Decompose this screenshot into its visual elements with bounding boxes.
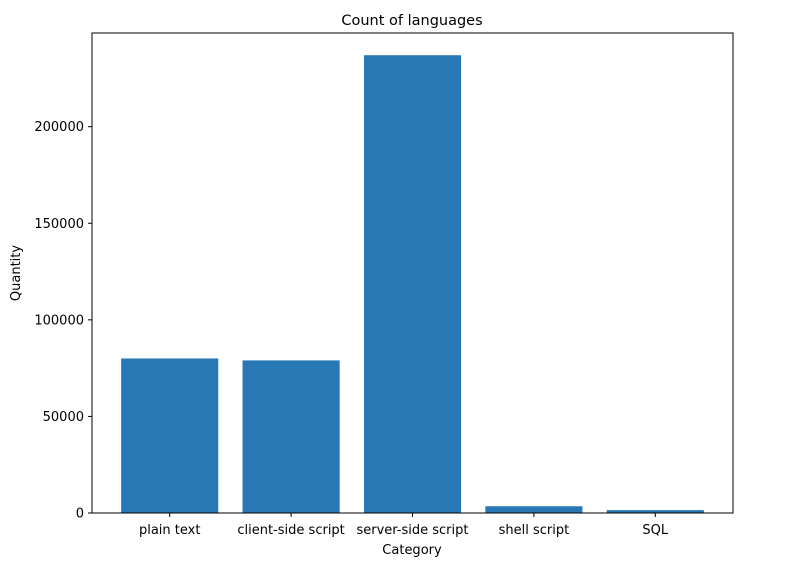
x-ticks-group: plain text client-side script server-side … <box>139 513 669 538</box>
x-tick-label: server-side script <box>356 523 468 538</box>
y-ticks-group: 0 50000 100000 150000 200000 <box>34 120 92 522</box>
y-tick-label: 0 <box>76 507 84 522</box>
plot-frame <box>91 32 734 514</box>
y-tick-label: 50000 <box>43 410 84 425</box>
y-tick-label: 150000 <box>34 217 84 232</box>
y-tick-label: 100000 <box>34 313 84 328</box>
bar-server-side-script <box>363 55 462 514</box>
chart-title: Count of languages <box>341 13 482 29</box>
y-tick-label: 200000 <box>34 120 84 135</box>
x-tick-label: SQL <box>642 523 668 538</box>
x-tick-label: plain text <box>139 523 200 538</box>
bar-plain-text <box>121 358 219 513</box>
x-axis-label: Category <box>382 543 442 558</box>
y-axis-label: Quantity <box>9 245 24 301</box>
x-tick-label: client-side script <box>237 523 344 538</box>
x-tick-label: shell script <box>499 523 570 538</box>
bar-shell-script <box>485 506 583 513</box>
bar-sql <box>606 510 704 513</box>
bar-client-side-script <box>242 360 340 513</box>
bars-group <box>121 55 704 514</box>
